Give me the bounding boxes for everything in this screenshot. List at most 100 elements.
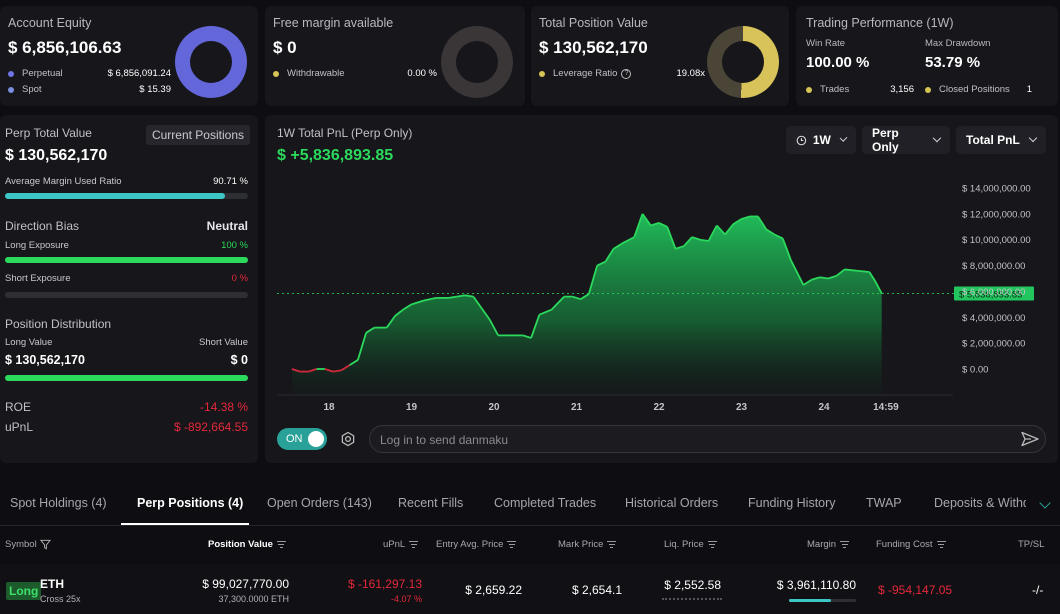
col-tpsl: TP/SL (1018, 539, 1044, 550)
perpetual-dot (8, 70, 14, 77)
row-upnl: $ -161,297.13 (347, 577, 422, 591)
total-position-value: $ 130,562,170 (539, 38, 648, 57)
row-entry-price: $ 2,659.22 (465, 583, 522, 597)
leverage-value: 19.08x (676, 68, 705, 79)
pnl-area-chart[interactable]: $ 5,836,893.85 $ 14,000,000.00 $ 12,000,00… (265, 115, 1058, 415)
settings-icon[interactable] (340, 431, 356, 447)
tab-funding-history[interactable]: Funding History (748, 496, 836, 510)
pnl-line-segment (765, 228, 775, 236)
col-position-value-label: Position Value (208, 539, 273, 550)
side-badge: Long (6, 582, 42, 600)
leverage-row: Leverage Ratio ? 19.08x (539, 68, 705, 79)
y-tick-label: $ 14,000,000.00 (962, 184, 1031, 195)
row-cross: Cross 25x (40, 594, 81, 604)
pnl-line-segment (324, 368, 334, 373)
withdrawable-label: Withdrawable (287, 68, 345, 79)
direction-bias-value: Neutral (206, 219, 248, 233)
pnl-line-segment (819, 276, 829, 280)
pnl-line-segment (332, 369, 342, 373)
pnl-line-segment (741, 215, 751, 220)
toggle-knob (308, 431, 324, 447)
x-tick-label: 18 (323, 402, 335, 413)
tab-recent-fills[interactable]: Recent Fills (398, 496, 464, 510)
roe-value: -14.38 % (199, 400, 248, 414)
col-upnl[interactable]: uPnL (383, 539, 419, 550)
y-tick-label: $ 8,000,000.00 (962, 261, 1025, 272)
trades-row: Trades 3,156 (806, 84, 914, 95)
sort-icon (607, 539, 617, 550)
leverage-label: Leverage Ratio (553, 68, 618, 79)
pnl-line-segment (340, 364, 351, 372)
help-icon[interactable]: ? (621, 68, 632, 79)
withdrawable-dot (273, 70, 279, 77)
tab-perp-positions[interactable]: Perp Positions (4) (137, 496, 244, 510)
sort-icon (840, 539, 850, 550)
current-positions-button[interactable]: Current Positions (145, 125, 250, 145)
long-value: $ 130,562,170 (5, 353, 85, 367)
send-icon[interactable] (1021, 431, 1039, 447)
pnl-line-segment (650, 222, 660, 227)
metric-select[interactable]: Total PnL (956, 126, 1046, 154)
scope-label: Perp Only (872, 126, 899, 154)
roe-label: ROE (5, 400, 32, 414)
pnl-line-segment (456, 294, 466, 298)
danmaku-toggle[interactable]: ON (277, 428, 327, 450)
col-position-value[interactable]: Position Value (208, 539, 286, 550)
metric-label: Total PnL (966, 133, 1020, 147)
col-liq-price[interactable]: Liq. Price (664, 539, 717, 550)
pnl-line-segment (472, 296, 483, 309)
spot-dot (8, 86, 14, 93)
pnl-line-segment (386, 315, 396, 329)
distribution-label: Position Distribution (5, 317, 112, 331)
y-tick-label: $ 6,000,000.00 (962, 287, 1025, 298)
equity-donut (175, 26, 247, 98)
row-mark-price: $ 2,654.1 (571, 583, 622, 597)
col-funding-cost[interactable]: Funding Cost (876, 539, 946, 550)
table-row[interactable] (0, 564, 1060, 614)
scope-select[interactable]: Perp Only (862, 126, 950, 154)
pnl-line-segment (489, 319, 499, 336)
col-margin[interactable]: Margin (807, 539, 850, 550)
tab-spot-holdings[interactable]: Spot Holdings (4) (10, 496, 107, 510)
pnl-line-segment (572, 295, 581, 301)
pnl-line-segment (448, 295, 458, 299)
y-tick-label: $ 4,000,000.00 (962, 313, 1025, 324)
danmaku-input[interactable] (380, 432, 1000, 448)
current-value-tag (954, 286, 1034, 301)
row-upnl-pct: -4.07 % (390, 594, 422, 604)
col-entry-price[interactable]: Entry Avg. Price (436, 539, 517, 550)
pnl-line-segment (588, 265, 598, 295)
row-margin: $ 3,961,110.80 (776, 578, 856, 592)
pnl-line-segment (596, 260, 606, 267)
long-exposure-bar (5, 257, 248, 263)
perpetual-label: Perpetual (22, 68, 63, 79)
filter-icon[interactable] (39, 539, 51, 550)
leverage-dot (539, 70, 545, 77)
pnl-line-segment (732, 218, 742, 225)
tab-deposits-withdrawals[interactable]: Deposits & Withdr (934, 496, 1026, 510)
sort-icon (409, 539, 419, 550)
tabs-chevron-down-icon[interactable] (1039, 497, 1051, 509)
col-symbol[interactable]: Symbol (5, 539, 51, 550)
row-funding-cost: $ -954,147.05 (878, 583, 953, 597)
tab-completed-trades[interactable]: Completed Trades (494, 496, 597, 510)
pnl-line-segment (868, 271, 876, 282)
col-mark-price[interactable]: Mark Price (558, 539, 617, 550)
tab-historical-orders[interactable]: Historical Orders (625, 496, 719, 510)
total-position-card: Total Position Value $ 130,562,170 Lever… (531, 6, 789, 106)
tab-open-orders[interactable]: Open Orders (143) (267, 496, 372, 510)
tab-twap[interactable]: TWAP (866, 496, 902, 510)
col-mark-label: Mark Price (558, 539, 604, 550)
win-rate-value: 100.00 % (806, 54, 870, 71)
chart-pnl-value: $ +5,836,893.85 (277, 147, 394, 164)
range-select[interactable]: 1W (786, 126, 856, 154)
win-rate-label: Win Rate (806, 38, 846, 49)
row-symbol[interactable]: ETH (40, 577, 64, 591)
row-tpsl[interactable]: -/- (1032, 583, 1044, 597)
account-equity-title: Account Equity (8, 16, 92, 30)
free-margin-value: $ 0 (273, 38, 297, 57)
max-drawdown-label: Max Drawdown (925, 38, 991, 49)
pnl-line-segment (716, 224, 726, 236)
pnl-line-segment (844, 268, 858, 272)
pnl-line-segment (802, 279, 813, 286)
